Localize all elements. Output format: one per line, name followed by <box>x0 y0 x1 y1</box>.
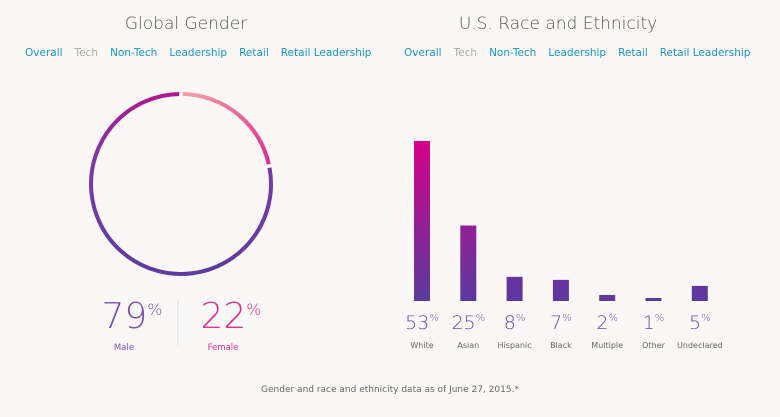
tab-retail[interactable]: Retail <box>239 47 269 59</box>
bar-multiple <box>599 294 616 301</box>
tab-tech[interactable]: Tech <box>74 47 99 59</box>
gender-title: Global Gender <box>124 14 248 34</box>
male-arc <box>89 92 273 276</box>
category-label: Hispanic <box>497 341 532 350</box>
tab-leadership[interactable]: Leadership <box>548 47 607 59</box>
tab-non-tech[interactable]: Non-Tech <box>489 47 537 59</box>
value-label: 7% <box>550 312 572 334</box>
bar-undeclared <box>691 285 708 301</box>
value-label: 8% <box>503 312 526 334</box>
tab-overall[interactable]: Overall <box>404 47 442 59</box>
male-label: Male <box>113 343 135 353</box>
bar-other <box>645 297 662 301</box>
female-percent: 22% <box>200 296 262 337</box>
bar-black <box>552 279 569 301</box>
gender-tabs: Overall Tech Non-Tech Leadership Retail Retai… <box>25 47 371 59</box>
category-label: White <box>410 341 434 350</box>
bar-white <box>414 140 430 301</box>
tab-retail-leadership[interactable]: Retail Leadership <box>659 47 751 59</box>
tab-retail[interactable]: Retail <box>618 47 648 59</box>
female-label: Female <box>207 343 239 353</box>
category-label: Asian <box>457 341 480 350</box>
race-tabs: Overall Tech Non-Tech Leadership Retail Retai… <box>404 47 750 59</box>
tab-non-tech[interactable]: Non-Tech <box>110 47 158 59</box>
bar-hispanic <box>506 276 523 301</box>
category-label: Undeclared <box>677 341 723 350</box>
tab-overall[interactable]: Overall <box>25 47 63 59</box>
tab-retail-leadership[interactable]: Retail Leadership <box>280 47 372 59</box>
race-title: U.S. Race and Ethnicity <box>458 14 658 34</box>
tab-tech[interactable]: Tech <box>453 47 478 59</box>
category-label: Black <box>550 341 572 350</box>
category-label: Multiple <box>591 341 624 350</box>
male-percent: 79% <box>101 296 163 337</box>
value-label: 2% <box>596 312 618 334</box>
category-label: Other <box>642 341 665 350</box>
value-label: 1% <box>642 312 665 334</box>
footnote: Gender and race and ethnicity data as of… <box>261 385 519 395</box>
value-label: 5% <box>688 312 711 334</box>
female-arc <box>182 92 271 165</box>
tab-leadership[interactable]: Leadership <box>169 47 228 59</box>
value-label: 53% <box>405 312 439 334</box>
value-label: 25% <box>451 312 486 334</box>
bar-asian <box>460 225 477 301</box>
